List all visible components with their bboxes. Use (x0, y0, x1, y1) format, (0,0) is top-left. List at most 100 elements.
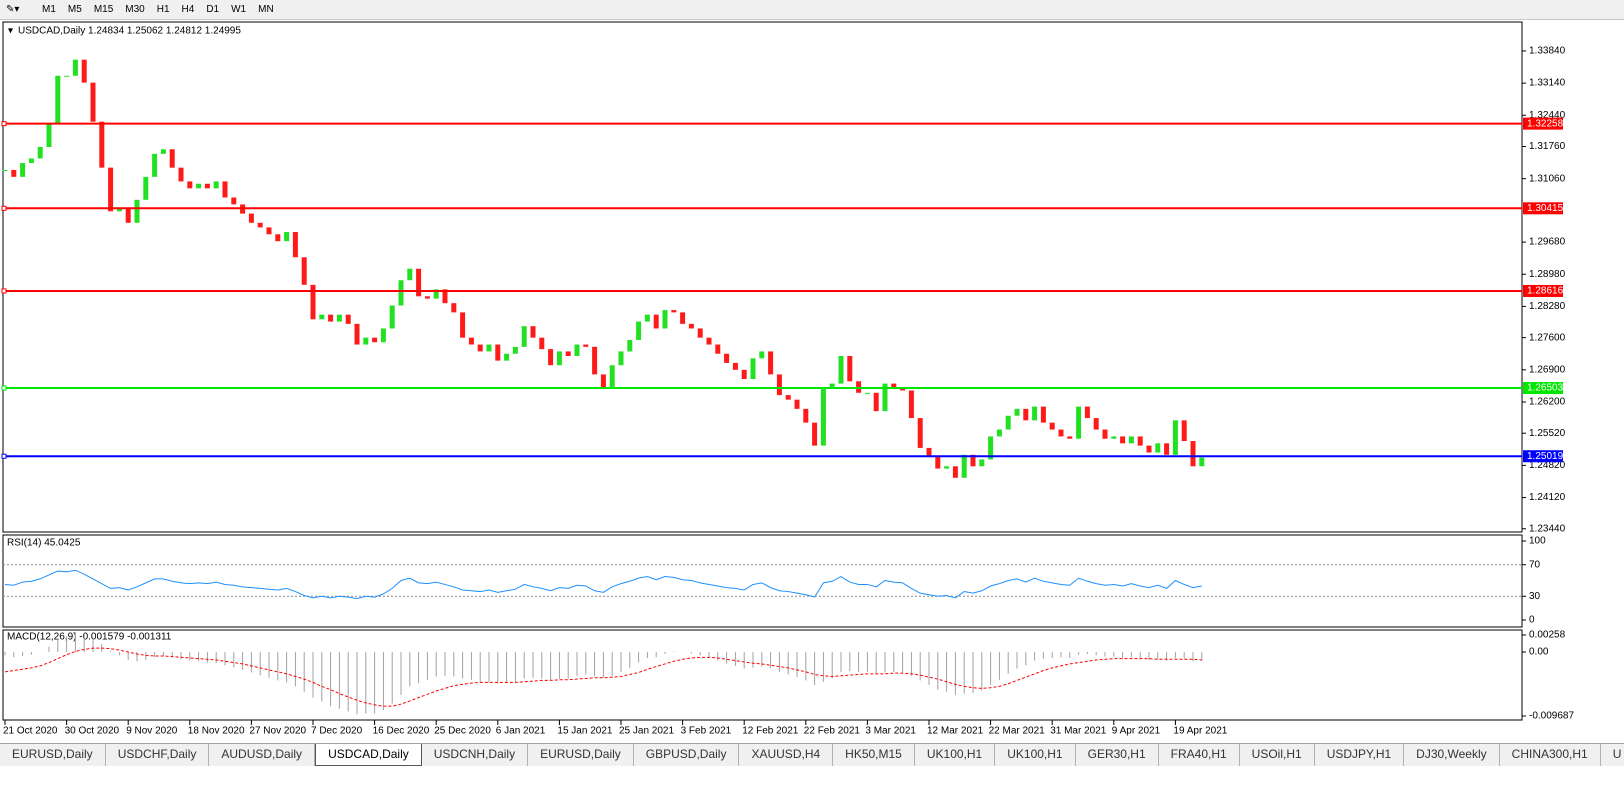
x-tick-label: 3 Mar 2021 (865, 726, 916, 737)
candle (1023, 408, 1029, 421)
level-handle (1, 385, 7, 391)
candle (917, 418, 923, 448)
candle (1102, 429, 1108, 439)
y-tick-label: 1.33140 (1529, 78, 1566, 89)
candle (433, 289, 439, 299)
y-tick-label: 0 (1529, 615, 1535, 626)
candle (81, 59, 87, 83)
tab-bar: EURUSD,Daily USDCHF,Daily AUDUSD,Daily USDC… (0, 743, 1624, 766)
chart-tab[interactable]: GER30,H1 (1076, 744, 1159, 766)
candle (952, 466, 958, 478)
chart-tab[interactable]: USDJPY,H1 (1315, 744, 1405, 766)
candle (847, 356, 853, 382)
candle (873, 392, 879, 412)
chart-tab[interactable]: HK50,M15 (833, 744, 915, 766)
x-tick-label: 16 Dec 2020 (373, 726, 430, 737)
chart-tab[interactable]: USOil,H1 (1240, 744, 1315, 766)
y-tick-label: 1.24820 (1529, 460, 1566, 471)
candle (715, 344, 721, 354)
level-label-bg (1523, 284, 1563, 297)
candle (275, 234, 281, 242)
candle (1199, 457, 1205, 467)
y-tick-label: 0.00258 (1529, 630, 1566, 641)
y-tick-label: -0.009687 (1529, 711, 1574, 722)
timeframe-button[interactable]: H1 (156, 4, 170, 15)
chart-tab[interactable]: DJ30,Weekly (1404, 744, 1500, 766)
x-tick-label: 9 Nov 2020 (126, 726, 178, 737)
candle (1084, 406, 1090, 419)
candle (468, 337, 474, 345)
timeframe-button[interactable]: D1 (206, 4, 220, 15)
candle (776, 374, 782, 396)
candle (1190, 441, 1196, 467)
timeframe-button[interactable]: H4 (181, 4, 195, 15)
chart-tab[interactable]: FRA40,H1 (1159, 744, 1240, 766)
candle (961, 454, 967, 478)
candle (891, 383, 897, 389)
x-tick-label: 22 Mar 2021 (989, 726, 1046, 737)
candle (1164, 443, 1170, 455)
candle (1181, 420, 1187, 442)
timeframe-button[interactable]: W1 (231, 4, 247, 15)
timeframe-button[interactable]: M1 (42, 4, 56, 15)
candle (636, 321, 642, 340)
candle (196, 183, 202, 189)
level-label-bg (1523, 450, 1563, 463)
candle (1014, 408, 1020, 416)
candle (574, 344, 580, 357)
chart-tab[interactable]: CHINA300,H1 (1500, 744, 1601, 766)
level-label: 1.32258 (1527, 118, 1564, 129)
y-tick-label: 1.26900 (1529, 364, 1566, 375)
x-tick-label: 7 Dec 2020 (311, 726, 363, 737)
candle (20, 163, 26, 177)
candle (345, 314, 351, 324)
candle (231, 197, 237, 205)
candle (1172, 420, 1178, 455)
candle (108, 167, 114, 212)
chart-tab[interactable]: UK100,H1 (915, 744, 996, 766)
candle (46, 124, 52, 147)
candle (460, 312, 466, 338)
candle (407, 268, 413, 281)
candle (380, 328, 386, 343)
candle (28, 158, 34, 164)
candle (152, 153, 158, 177)
candle (926, 447, 932, 458)
chart-tab[interactable]: USDCHF,Daily (106, 744, 210, 766)
candle (2, 169, 8, 171)
chart-tab[interactable]: AUDUSD,Daily (209, 744, 316, 766)
candle (99, 121, 105, 168)
x-tick-label: 18 Nov 2020 (188, 726, 245, 737)
candle (1076, 406, 1082, 439)
x-tick-label: 22 Feb 2021 (804, 726, 861, 737)
x-tick-label: 6 Jan 2021 (496, 726, 546, 737)
candle (1093, 418, 1099, 430)
chart-tab[interactable]: GBPUSD,Daily (634, 744, 740, 766)
x-tick-label: 27 Nov 2020 (249, 726, 306, 737)
candle (372, 337, 378, 343)
candle (900, 388, 906, 391)
chart-tab[interactable]: USDCNH,Daily (422, 744, 529, 766)
price-panel (2, 21, 1523, 533)
chart-tab[interactable]: XAUUSD,H4 (739, 744, 834, 766)
y-tick-label: 1.24120 (1529, 492, 1566, 503)
level-label: 1.26503 (1527, 383, 1564, 394)
timeframe-button[interactable]: M5 (67, 4, 82, 15)
y-tick-label: 1.27600 (1529, 332, 1566, 343)
rsi-line (4, 569, 1202, 600)
timeframe-button[interactable]: M30 (125, 4, 145, 15)
level-label-bg (1523, 117, 1563, 130)
candle (134, 199, 140, 223)
candle (671, 310, 677, 313)
timeframe-button[interactable]: MN (258, 4, 274, 15)
candle (248, 213, 254, 223)
chart-tab[interactable]: USDCAD,Daily (315, 744, 422, 766)
timeframe-button[interactable]: M15 (93, 4, 114, 15)
chart-tab[interactable]: UK100,H1 (995, 744, 1076, 766)
candle (160, 149, 166, 154)
candle (1128, 436, 1134, 444)
chart-tab[interactable]: U (1601, 744, 1624, 766)
chart-tab[interactable]: EURUSD,Daily (528, 744, 634, 766)
chart-tab[interactable]: EURUSD,Daily (0, 744, 106, 766)
candle (583, 344, 589, 347)
